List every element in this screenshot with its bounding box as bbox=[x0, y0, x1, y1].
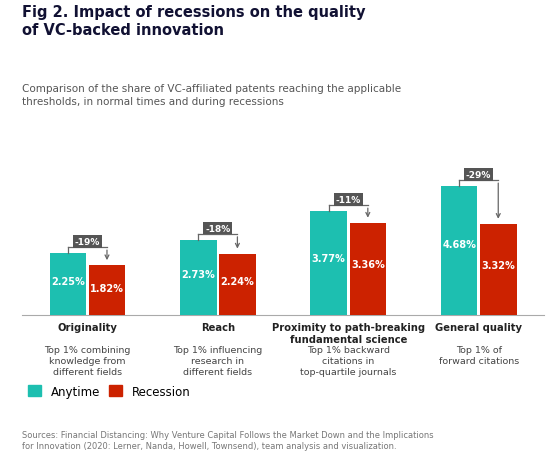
Text: -29%: -29% bbox=[466, 170, 491, 179]
Text: 3.77%: 3.77% bbox=[312, 253, 346, 264]
Text: -19%: -19% bbox=[75, 237, 100, 246]
Text: 2.73%: 2.73% bbox=[181, 269, 215, 279]
Text: Comparison of the share of VC-affiliated patents reaching the applicable
thresho: Comparison of the share of VC-affiliated… bbox=[22, 83, 401, 106]
Bar bbox=[49, 254, 86, 316]
Text: 3.32%: 3.32% bbox=[481, 261, 515, 271]
Bar bbox=[480, 224, 517, 316]
Text: Sources: Financial Distancing: Why Venture Capital Follows the Market Down and t: Sources: Financial Distancing: Why Ventu… bbox=[22, 430, 434, 450]
Bar bbox=[441, 187, 477, 316]
Text: Fig 2. Impact of recessions on the quality
of VC-backed innovation: Fig 2. Impact of recessions on the quali… bbox=[22, 5, 366, 37]
Text: 2.25%: 2.25% bbox=[51, 276, 85, 287]
Bar bbox=[310, 212, 347, 316]
Bar bbox=[89, 266, 125, 316]
Text: 2.24%: 2.24% bbox=[220, 277, 254, 287]
Bar bbox=[350, 223, 386, 316]
Text: Top 1% of
forward citations: Top 1% of forward citations bbox=[438, 345, 519, 365]
Text: 3.36%: 3.36% bbox=[351, 260, 385, 270]
Text: -18%: -18% bbox=[205, 224, 230, 233]
Text: -11%: -11% bbox=[336, 196, 361, 204]
Text: Top 1% combining
knowledge from
different fields: Top 1% combining knowledge from differen… bbox=[44, 345, 130, 376]
Text: General quality: General quality bbox=[435, 322, 522, 332]
Text: Originality: Originality bbox=[58, 322, 117, 332]
Text: Top 1% influencing
research in
different fields: Top 1% influencing research in different… bbox=[173, 345, 263, 376]
Text: Reach: Reach bbox=[201, 322, 235, 332]
Bar bbox=[180, 240, 216, 316]
Legend: Anytime, Recession: Anytime, Recession bbox=[28, 385, 190, 398]
Text: Proximity to path-breaking
fundamental science: Proximity to path-breaking fundamental s… bbox=[272, 322, 425, 344]
Text: Top 1% backward
citations in
top-quartile journals: Top 1% backward citations in top-quartil… bbox=[300, 345, 396, 376]
Text: 4.68%: 4.68% bbox=[442, 240, 476, 250]
Text: 1.82%: 1.82% bbox=[90, 283, 124, 293]
Bar bbox=[219, 254, 256, 316]
